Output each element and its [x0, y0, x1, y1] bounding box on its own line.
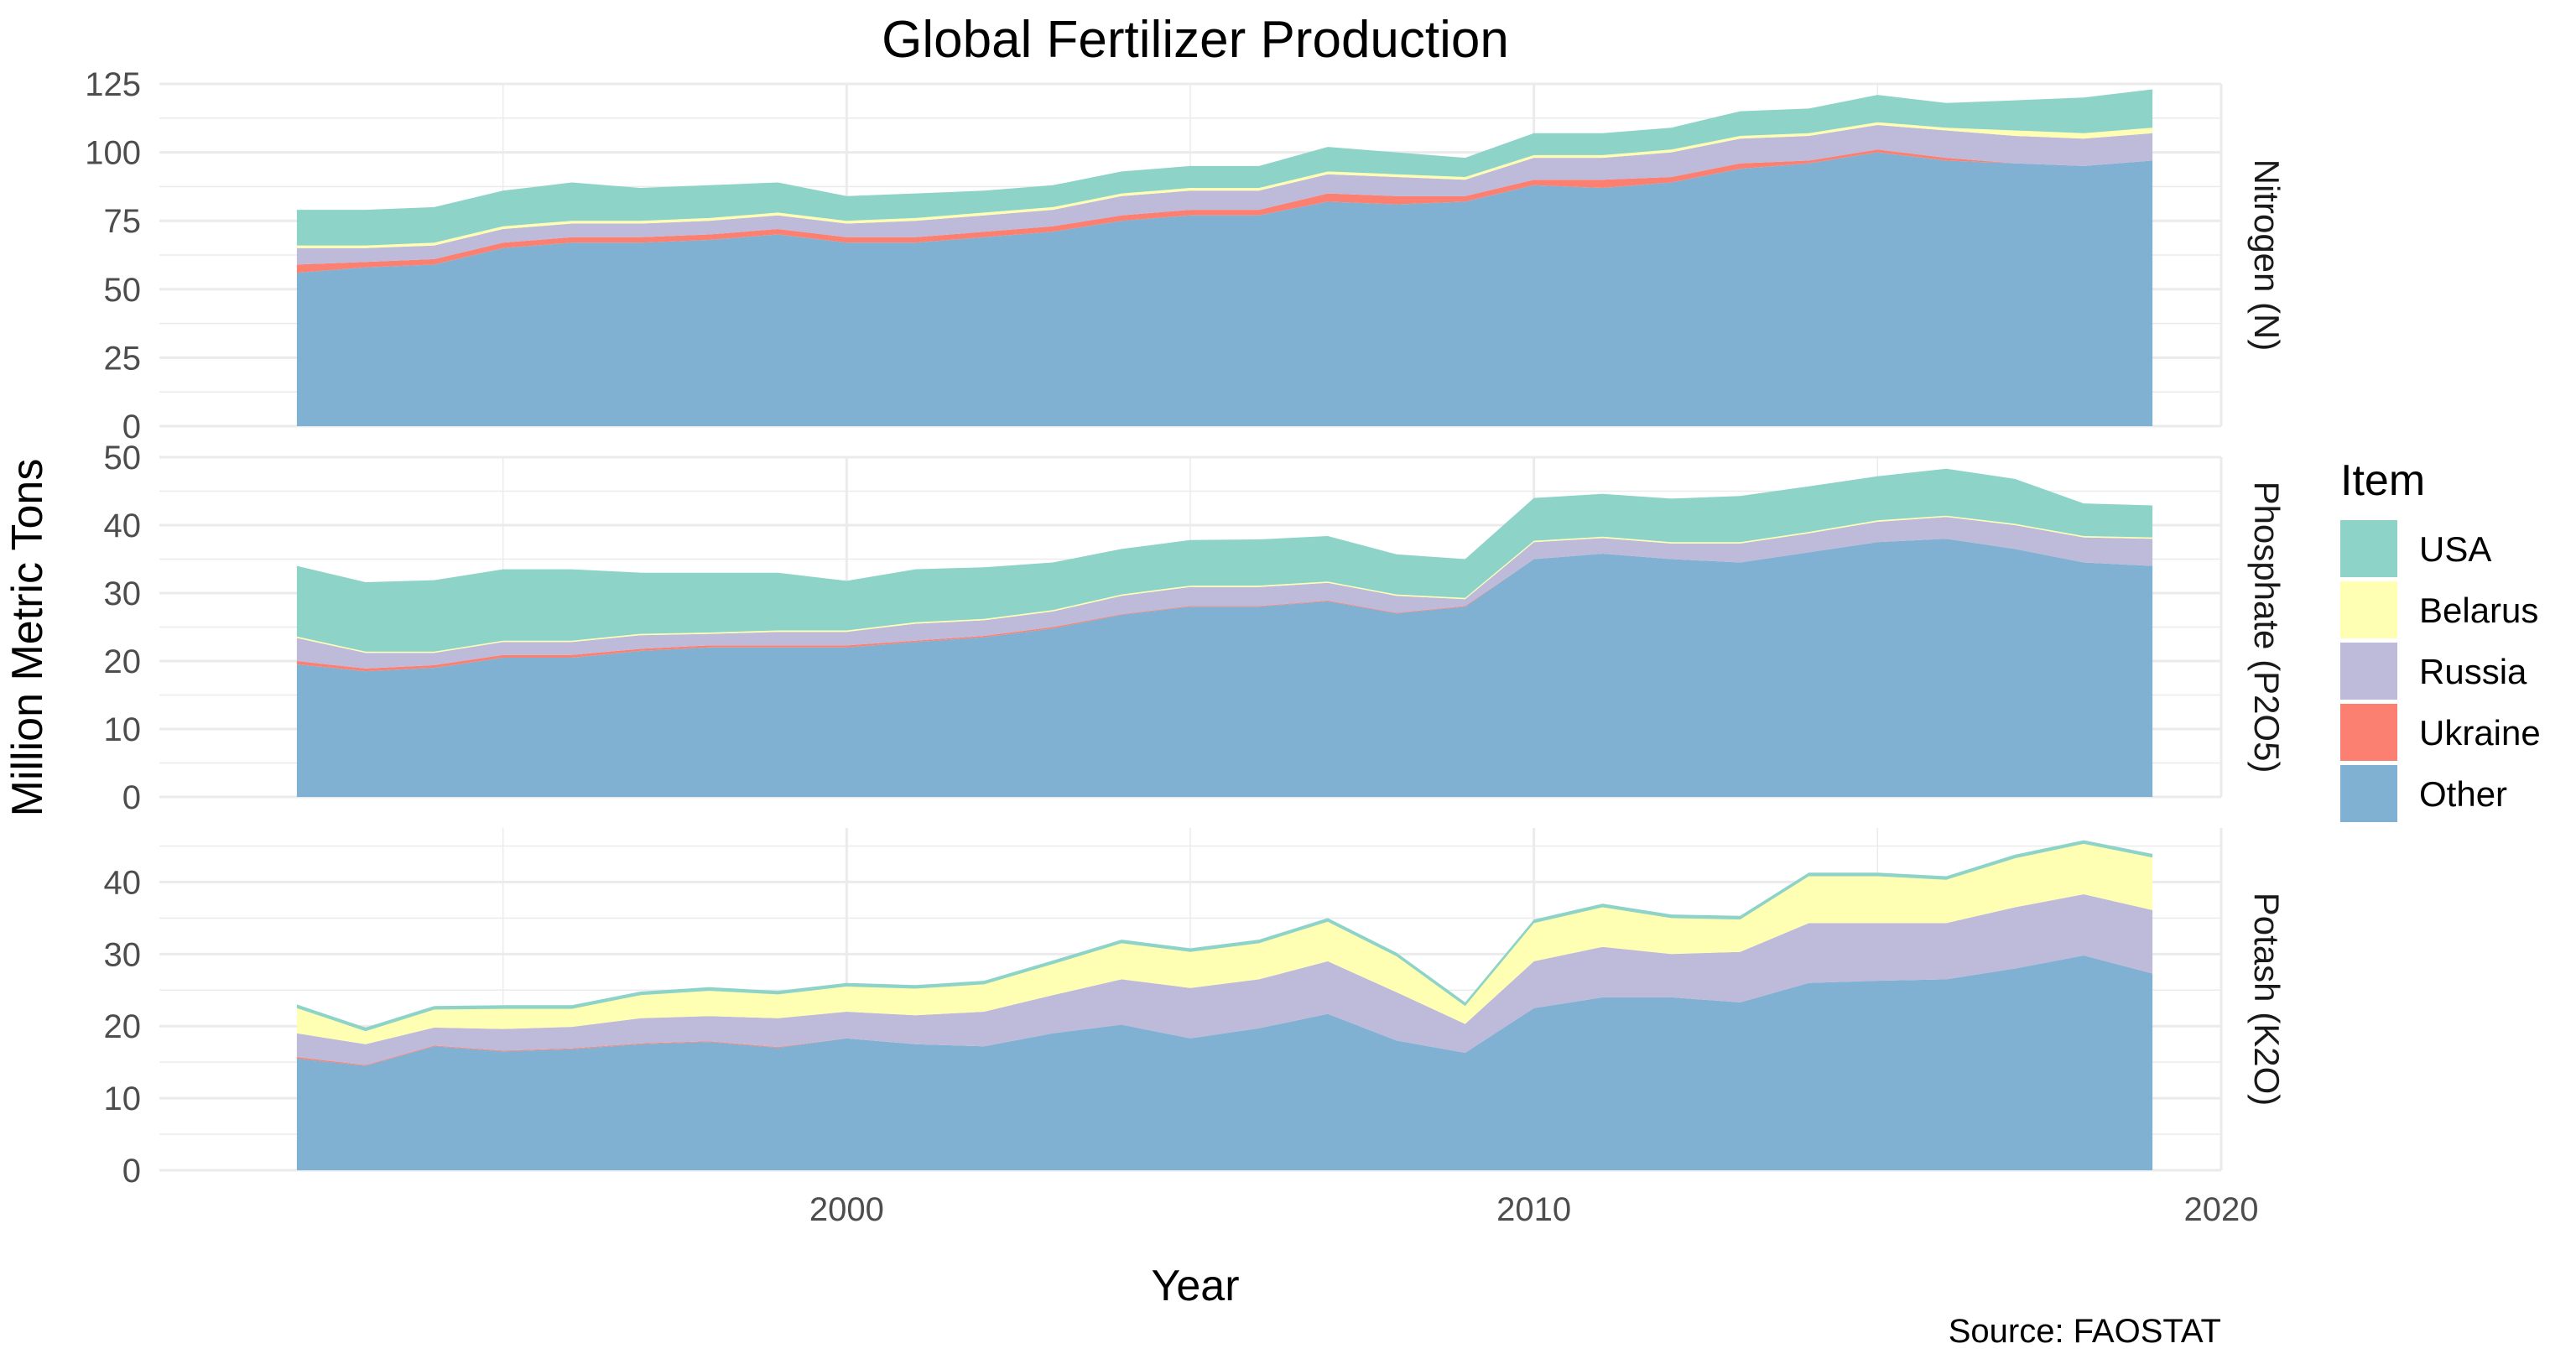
- y-tick-label: 40: [104, 508, 142, 544]
- chart-title: Global Fertilizer Production: [882, 11, 1509, 69]
- area-phosphate-p2o5-russia: [296, 517, 2153, 669]
- legend-key-belarus: [2340, 581, 2397, 638]
- area-nitrogen-n-ukraine: [296, 149, 2153, 273]
- area-phosphate-p2o5-usa: [296, 468, 2153, 652]
- legend: Item USA Belarus Russia Ukraine Other: [2340, 456, 2541, 822]
- y-tick-label: 50: [104, 272, 142, 309]
- y-tick-label: 100: [85, 135, 141, 172]
- area-nitrogen-n-russia: [296, 125, 2153, 265]
- area-nitrogen-n-belarus: [296, 122, 2153, 248]
- y-tick-label: 20: [104, 1008, 142, 1045]
- y-tick-label: 30: [104, 575, 142, 612]
- y-tick-label: 0: [122, 409, 141, 445]
- facet-strip-label: Phosphate (P2O5): [2247, 482, 2287, 773]
- y-tick-label: 0: [122, 779, 141, 816]
- y-tick-label: 20: [104, 643, 142, 680]
- legend-label-usa: USA: [2419, 529, 2491, 569]
- panel-nitrogen-n: 0 25 50 75 100 125 Nitrogen (N): [85, 66, 2287, 445]
- y-tick-label: 30: [104, 936, 142, 973]
- legend-key-russia: [2340, 643, 2397, 700]
- x-tick-label: 2010: [1496, 1191, 1571, 1228]
- legend-key-other: [2340, 765, 2397, 822]
- y-tick-label: 50: [104, 440, 142, 476]
- y-tick-label: 10: [104, 711, 142, 748]
- legend-label-belarus: Belarus: [2419, 591, 2538, 630]
- x-axis-title: Year: [1151, 1262, 1239, 1310]
- area-nitrogen-n-usa: [296, 89, 2153, 246]
- legend-label-other: Other: [2419, 774, 2507, 814]
- legend-key-usa: [2340, 520, 2397, 577]
- area-potash-k2o-other: [296, 955, 2153, 1170]
- panel-phosphate-p2o5: 0 10 20 30 40 50 Phosphate (P2O5): [104, 440, 2287, 816]
- source-caption: Source: FAOSTAT: [1949, 1313, 2221, 1350]
- y-tick-label: 25: [104, 340, 142, 377]
- area-potash-k2o-russia: [296, 894, 2153, 1065]
- legend-title: Item: [2340, 456, 2425, 505]
- legend-label-ukraine: Ukraine: [2419, 713, 2541, 752]
- facet-strip-label: Nitrogen (N): [2247, 159, 2287, 351]
- y-axis-title: Million Metric Tons: [3, 459, 52, 817]
- area-phosphate-p2o5-other: [296, 539, 2153, 797]
- facet-strip-label: Potash (K2O): [2247, 893, 2287, 1106]
- x-tick-label: 2000: [809, 1191, 884, 1228]
- area-potash-k2o-belarus: [296, 843, 2153, 1044]
- panel-potash-k2o: 0 10 20 30 40 Potash (K2O): [104, 828, 2287, 1190]
- y-tick-label: 125: [85, 66, 141, 103]
- y-tick-label: 0: [122, 1153, 141, 1190]
- y-tick-label: 40: [104, 864, 142, 901]
- legend-key-ukraine: [2340, 704, 2397, 761]
- legend-label-russia: Russia: [2419, 652, 2527, 691]
- area-nitrogen-n-other: [296, 152, 2153, 426]
- y-tick-label: 10: [104, 1080, 142, 1117]
- x-axis-ticks: 2000 2010 2020: [809, 1191, 2259, 1228]
- y-tick-label: 75: [104, 203, 142, 240]
- x-tick-label: 2020: [2184, 1191, 2259, 1228]
